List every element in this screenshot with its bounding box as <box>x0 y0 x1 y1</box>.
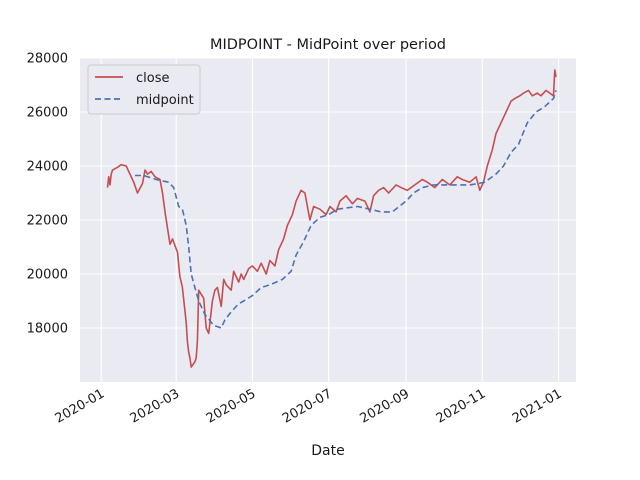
y-tick-label: 26000 <box>27 106 68 121</box>
x-axis-ticks: 2020-01 2020-03 2020-05 2020-07 2020-09 2020-… <box>53 386 565 426</box>
legend: close midpoint <box>87 64 201 115</box>
series-line-midpoint <box>135 90 557 329</box>
grid <box>80 57 576 382</box>
x-tick-label: 2020-11 <box>434 386 489 426</box>
x-tick-label: 2020-05 <box>204 386 259 426</box>
x-tick-label: 2020-01 <box>53 386 108 426</box>
y-tick-label: 18000 <box>27 322 68 337</box>
y-tick-label: 24000 <box>27 160 68 175</box>
series-line-close <box>106 69 557 368</box>
x-tick-label: 2020-07 <box>280 386 335 426</box>
x-tick-label: 2020-03 <box>128 386 183 426</box>
legend-label-midpoint: midpoint <box>136 93 194 108</box>
y-tick-label: 22000 <box>27 214 68 229</box>
y-axis-ticks: 18000 20000 22000 24000 26000 28000 <box>27 52 68 337</box>
series-layer <box>106 69 557 368</box>
legend-label-close: close <box>136 71 169 86</box>
x-tick-label: 2020-09 <box>358 386 413 426</box>
chart-title: MIDPOINT - MidPoint over period <box>210 37 446 53</box>
y-tick-label: 28000 <box>27 52 68 67</box>
x-axis-label: Date <box>311 443 344 459</box>
y-tick-label: 20000 <box>27 268 68 283</box>
x-tick-label: 2021-01 <box>510 386 565 426</box>
